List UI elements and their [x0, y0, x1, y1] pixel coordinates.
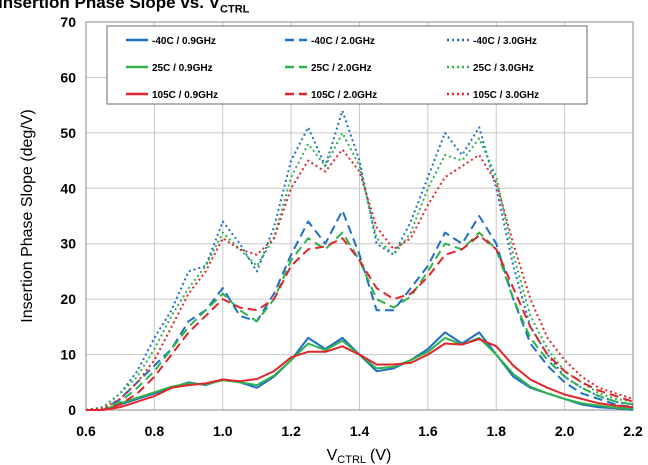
series-line-5 [85, 131, 634, 411]
y-tick-label-2: 20 [60, 291, 76, 307]
legend-label-5: 25C / 3.0GHz [473, 63, 534, 74]
series-line-6 [86, 338, 634, 411]
x-tick-label-2: 1.0 [213, 423, 233, 439]
legend-label-0: -40C / 0.9GHz [152, 36, 216, 47]
x-tick-label-7: 2.0 [555, 423, 575, 439]
y-tick-label-4: 40 [60, 180, 76, 196]
series-lines [85, 109, 634, 411]
x-axis-label: VCTRL (V) [327, 447, 392, 465]
y-tick-label-7: 70 [60, 14, 76, 30]
legend-label-2: -40C / 3.0GHz [473, 36, 537, 47]
x-tick-label-4: 1.4 [350, 423, 370, 439]
legend-label-4: 25C / 2.0GHz [311, 63, 372, 74]
legend-label-8: 105C / 3.0GHz [473, 90, 539, 101]
x-tick-label-3: 1.2 [281, 423, 301, 439]
legend-label-3: 25C / 0.9GHz [152, 63, 213, 74]
x-tick-label-6: 1.8 [487, 423, 507, 439]
y-axis-label: Insertion Phase Slope (deg/V) [19, 109, 36, 322]
y-tick-labels: 0 10 20 30 40 50 60 70 [60, 14, 76, 418]
legend: -40C / 0.9GHz -40C / 2.0GHz -40C / 3.0GHz 2… [106, 25, 588, 105]
legend-label-6: 105C / 0.9GHz [152, 90, 218, 101]
x-tick-label-0: 0.6 [76, 423, 96, 439]
legend-label-7: 105C / 2.0GHz [311, 90, 377, 101]
chart-title-subscript: CTRL [220, 3, 250, 16]
x-tick-label-8: 2.2 [623, 423, 643, 439]
y-tick-label-3: 30 [60, 236, 76, 252]
legend-box [106, 25, 588, 105]
series-line-2 [85, 109, 634, 411]
chart-title-main: Insertion Phase Slope vs. V [0, 0, 221, 12]
y-tick-label-0: 0 [68, 402, 76, 418]
series-line-1 [86, 209, 634, 411]
series-line-8 [85, 148, 634, 411]
x-axis-label-main: V [327, 447, 338, 464]
x-axis-label-subscript: CTRL [337, 454, 366, 465]
y-tick-label-6: 60 [60, 69, 76, 85]
x-tick-label-5: 1.6 [418, 423, 438, 439]
x-tick-labels: 0.6 0.8 1.0 1.2 1.4 1.6 1.8 2.0 2.2 [76, 423, 643, 439]
series-line-4 [86, 231, 634, 411]
series-line-7 [86, 234, 634, 411]
chart-title: Insertion Phase Slope vs. VCTRL [0, 0, 249, 15]
legend-label-1: -40C / 2.0GHz [311, 36, 375, 47]
x-tick-label-1: 0.8 [145, 423, 165, 439]
plot-frame [85, 21, 634, 411]
y-tick-label-1: 10 [60, 347, 76, 363]
x-axis-label-unit: (V) [370, 447, 391, 464]
y-tick-label-5: 50 [60, 125, 76, 141]
